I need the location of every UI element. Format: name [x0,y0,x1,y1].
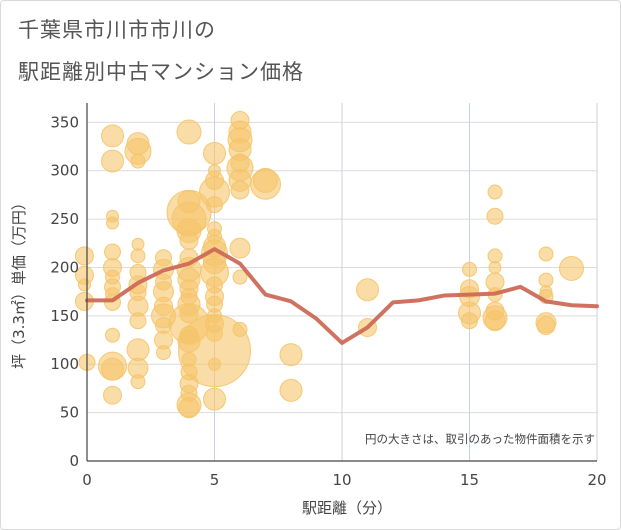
trend-line-group [85,247,599,345]
y-tick-label: 0 [69,452,79,470]
x-tick-label: 20 [587,471,606,489]
bubble-point [232,269,248,285]
bubble-point [101,124,124,148]
bubble-point [130,374,146,390]
bubble-point [356,278,379,302]
y-axis-label: 坪（3.3㎡）単価（万円） [10,195,28,369]
bubble-point [104,243,121,261]
bubble-point [203,141,226,165]
bubble-point [156,345,171,361]
trend-line [85,247,599,345]
bubble-point [130,248,146,264]
bubble-point [178,314,251,388]
bubble-point [488,260,502,274]
bubble-point [487,248,503,264]
bubble-point [538,246,554,262]
bubble-series [74,110,584,419]
y-tick-label: 250 [50,210,79,228]
bubble-point [130,153,146,169]
bubble-point [126,338,150,362]
bubble-point [279,378,303,402]
bubble-point [229,237,251,259]
chart-note: 円の大きさは、取引のあった物件面積を示す [365,432,595,446]
bubble-point [206,196,223,214]
axes: 0 50 100 150 200 250 300 350 0 5 10 15 20 [50,103,607,489]
bubble-point [559,255,584,281]
bubble-point [230,180,250,200]
bubble-point [486,207,504,225]
bubble-point [279,343,303,367]
x-tick-label: 0 [82,471,92,489]
bubble-point [103,385,122,405]
chart-title-line-1: 千葉県市川市市川の [18,18,216,42]
bubble-point [178,397,200,419]
x-tick-label: 5 [210,471,220,489]
x-axis-label: 駅距離（分） [302,499,392,517]
bubble-point [250,168,281,200]
chart-title-line-2: 駅距離別中古マンション価格 [18,60,304,84]
bubble-point [461,312,478,330]
bubble-point [462,261,477,277]
y-tick-label: 100 [50,355,79,373]
bubble-point [74,246,94,266]
bubble-point [203,387,226,411]
bubble-point [487,184,503,200]
bubble-point [179,230,199,250]
bubble-point [77,278,91,292]
bubble-point [129,312,147,330]
x-tick-label: 10 [332,471,351,489]
y-tick-label: 150 [50,307,79,325]
bubble-point [106,216,119,230]
y-tick-label: 200 [50,258,79,276]
bubble-point [101,357,124,381]
bubble-point [536,316,556,336]
bubble-point [232,321,248,337]
bubble-point [208,357,221,371]
bubble-point [538,272,554,288]
bubble-point [484,310,506,332]
bubble-point [176,119,202,145]
x-tick-label: 15 [460,471,479,489]
y-tick-label: 50 [60,404,79,422]
y-tick-label: 300 [50,162,79,180]
bubble-point [105,327,120,343]
bubble-point [101,149,124,173]
y-tick-label: 350 [50,113,79,131]
